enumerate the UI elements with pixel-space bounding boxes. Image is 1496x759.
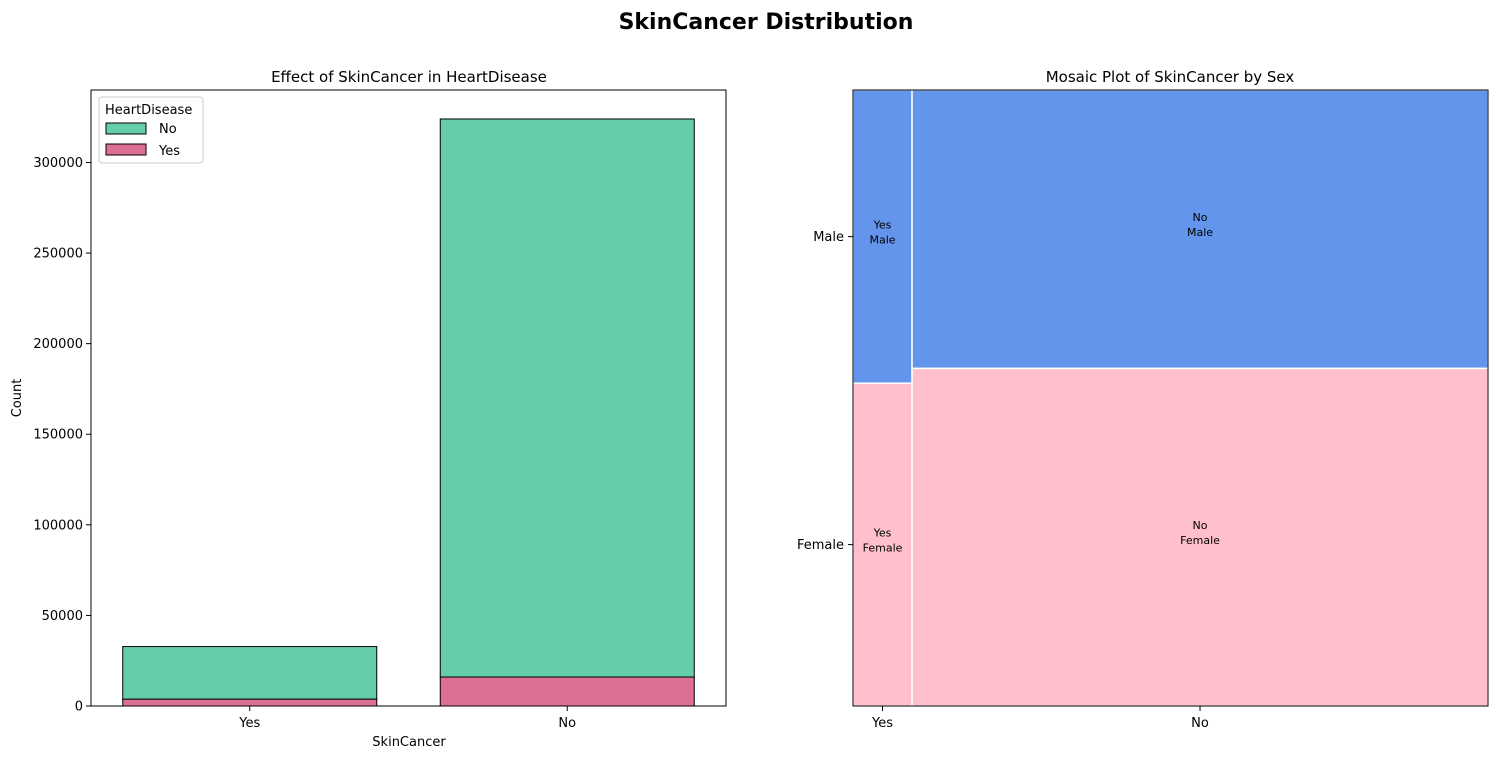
bar-y-tick-label: 100000 bbox=[33, 518, 83, 533]
bar-y-axis: 0 50000 100000 150000 200000 250000 300000 bbox=[33, 156, 91, 715]
mosaic-cell-label-no-male: No Male bbox=[1187, 211, 1213, 239]
bar-chart: Effect of SkinCancer in HeartDisease 0 50… bbox=[10, 68, 727, 750]
bar-yes-no bbox=[122, 646, 378, 700]
mosaic-plot-frame bbox=[852, 89, 1489, 707]
mosaic-cell-no-female bbox=[911, 367, 1489, 707]
figure-title: SkinCancer Distribution bbox=[619, 10, 914, 35]
bar-y-tick-label: 50000 bbox=[42, 609, 83, 624]
legend-label-no: No bbox=[159, 122, 177, 137]
bar-y-tick-label: 300000 bbox=[33, 156, 83, 171]
bar-no-yes bbox=[439, 676, 695, 707]
bar-y-tick-label: 250000 bbox=[33, 247, 83, 262]
bar-y-tick-label: 200000 bbox=[33, 337, 83, 352]
mosaic-x-tick-label: Yes bbox=[871, 716, 893, 731]
bar-x-axis: Yes No bbox=[238, 706, 576, 731]
bar-yes-yes bbox=[122, 698, 378, 707]
mosaic-y-tick-label: Male bbox=[813, 230, 844, 245]
mosaic-x-axis: Yes No bbox=[871, 706, 1209, 731]
bar-no-no bbox=[439, 118, 695, 678]
bar-x-axis-label: SkinCancer bbox=[372, 735, 446, 750]
mosaic-cell-label-yes-male: Yes Male bbox=[869, 219, 895, 247]
mosaic-cell-label-yes-female: Yes Female bbox=[863, 527, 903, 555]
mosaic-y-tick-label: Female bbox=[797, 538, 844, 553]
legend-title: HeartDisease bbox=[105, 103, 192, 118]
legend: HeartDisease No Yes bbox=[98, 96, 204, 164]
bar-x-tick-label: No bbox=[558, 716, 576, 731]
mosaic-cells: Yes Male Yes Female No Male No Female bbox=[852, 89, 1489, 707]
bar-marks bbox=[122, 118, 695, 707]
mosaic-x-tick-label: No bbox=[1191, 716, 1209, 731]
mosaic-chart-title: Mosaic Plot of SkinCancer by Sex bbox=[1046, 68, 1295, 86]
legend-swatch-yes bbox=[105, 143, 147, 156]
bar-y-axis-label: Count bbox=[10, 379, 25, 418]
bar-y-tick-label: 150000 bbox=[33, 428, 83, 443]
bar-y-tick-label: 0 bbox=[75, 700, 83, 715]
mosaic-cell-label-no-female: No Female bbox=[1180, 519, 1220, 547]
legend-swatch-no bbox=[105, 122, 147, 135]
mosaic-cell-no-male bbox=[911, 89, 1489, 370]
bar-x-tick-label: Yes bbox=[238, 716, 260, 731]
mosaic-y-axis: Male Female bbox=[797, 230, 853, 553]
mosaic-chart: Mosaic Plot of SkinCancer by Sex Yes Male… bbox=[797, 68, 1489, 731]
bar-plot-frame bbox=[90, 89, 727, 707]
legend-label-yes: Yes bbox=[158, 144, 180, 159]
bar-chart-title: Effect of SkinCancer in HeartDisease bbox=[271, 68, 547, 86]
